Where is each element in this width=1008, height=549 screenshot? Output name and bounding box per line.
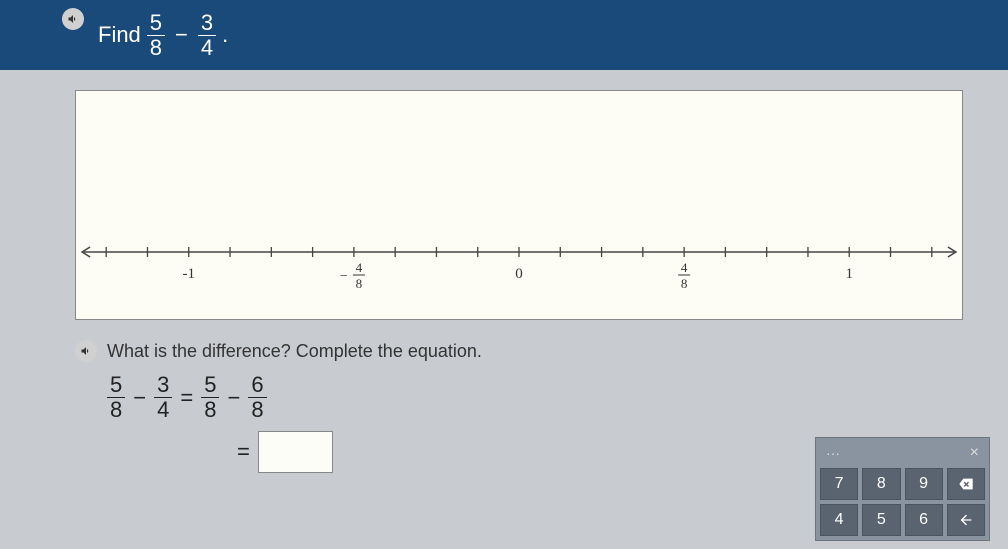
key-7[interactable]: 7 <box>820 468 858 500</box>
question-text: What is the difference? Complete the equ… <box>107 341 482 362</box>
question-row: What is the difference? Complete the equ… <box>75 340 963 362</box>
find-text: Find <box>98 22 141 48</box>
audio-icon[interactable] <box>62 8 84 30</box>
key-5[interactable]: 5 <box>862 504 900 536</box>
key-4[interactable]: 4 <box>820 504 858 536</box>
svg-text:4: 4 <box>681 260 688 275</box>
key-9[interactable]: 9 <box>905 468 943 500</box>
close-icon[interactable]: × <box>970 444 979 462</box>
minus: − <box>133 385 146 411</box>
equals: = <box>180 385 193 411</box>
frac-5-8: 5 8 <box>147 12 165 59</box>
svg-text:1: 1 <box>845 266 853 282</box>
frac-c: 5 8 <box>201 374 219 421</box>
keypad: ··· × 789 456 <box>815 437 990 541</box>
frac-b: 3 4 <box>154 374 172 421</box>
content-area: -1−480481 What is the difference? Comple… <box>0 70 1008 473</box>
svg-text:4: 4 <box>356 260 363 275</box>
problem-header: Find 5 8 − 3 4 . <box>0 0 1008 70</box>
audio-icon[interactable] <box>75 340 97 362</box>
period: . <box>222 22 228 48</box>
svg-text:-1: -1 <box>182 266 195 282</box>
svg-text:0: 0 <box>515 266 523 282</box>
arrow-left-button[interactable] <box>947 504 985 536</box>
number-line: -1−480481 <box>76 234 962 304</box>
frac-3-4: 3 4 <box>198 12 216 59</box>
svg-text:8: 8 <box>681 276 688 291</box>
minus-sign: − <box>175 22 188 48</box>
svg-text:−: − <box>340 268 348 284</box>
answer-input[interactable] <box>258 431 333 473</box>
key-6[interactable]: 6 <box>905 504 943 536</box>
backspace-button[interactable] <box>947 468 985 500</box>
keypad-header: ··· × <box>820 442 985 468</box>
svg-text:8: 8 <box>356 276 363 291</box>
equation-line-1: 5 8 − 3 4 = 5 8 − 6 8 <box>107 374 963 421</box>
minus: − <box>227 385 240 411</box>
keypad-grid: 789 456 <box>820 468 985 536</box>
frac-d: 6 8 <box>248 374 266 421</box>
number-line-panel: -1−480481 <box>75 90 963 320</box>
key-8[interactable]: 8 <box>862 468 900 500</box>
more-icon[interactable]: ··· <box>826 445 840 461</box>
frac-a: 5 8 <box>107 374 125 421</box>
problem-prompt: Find 5 8 − 3 4 . <box>98 12 228 59</box>
equals: = <box>237 439 250 465</box>
